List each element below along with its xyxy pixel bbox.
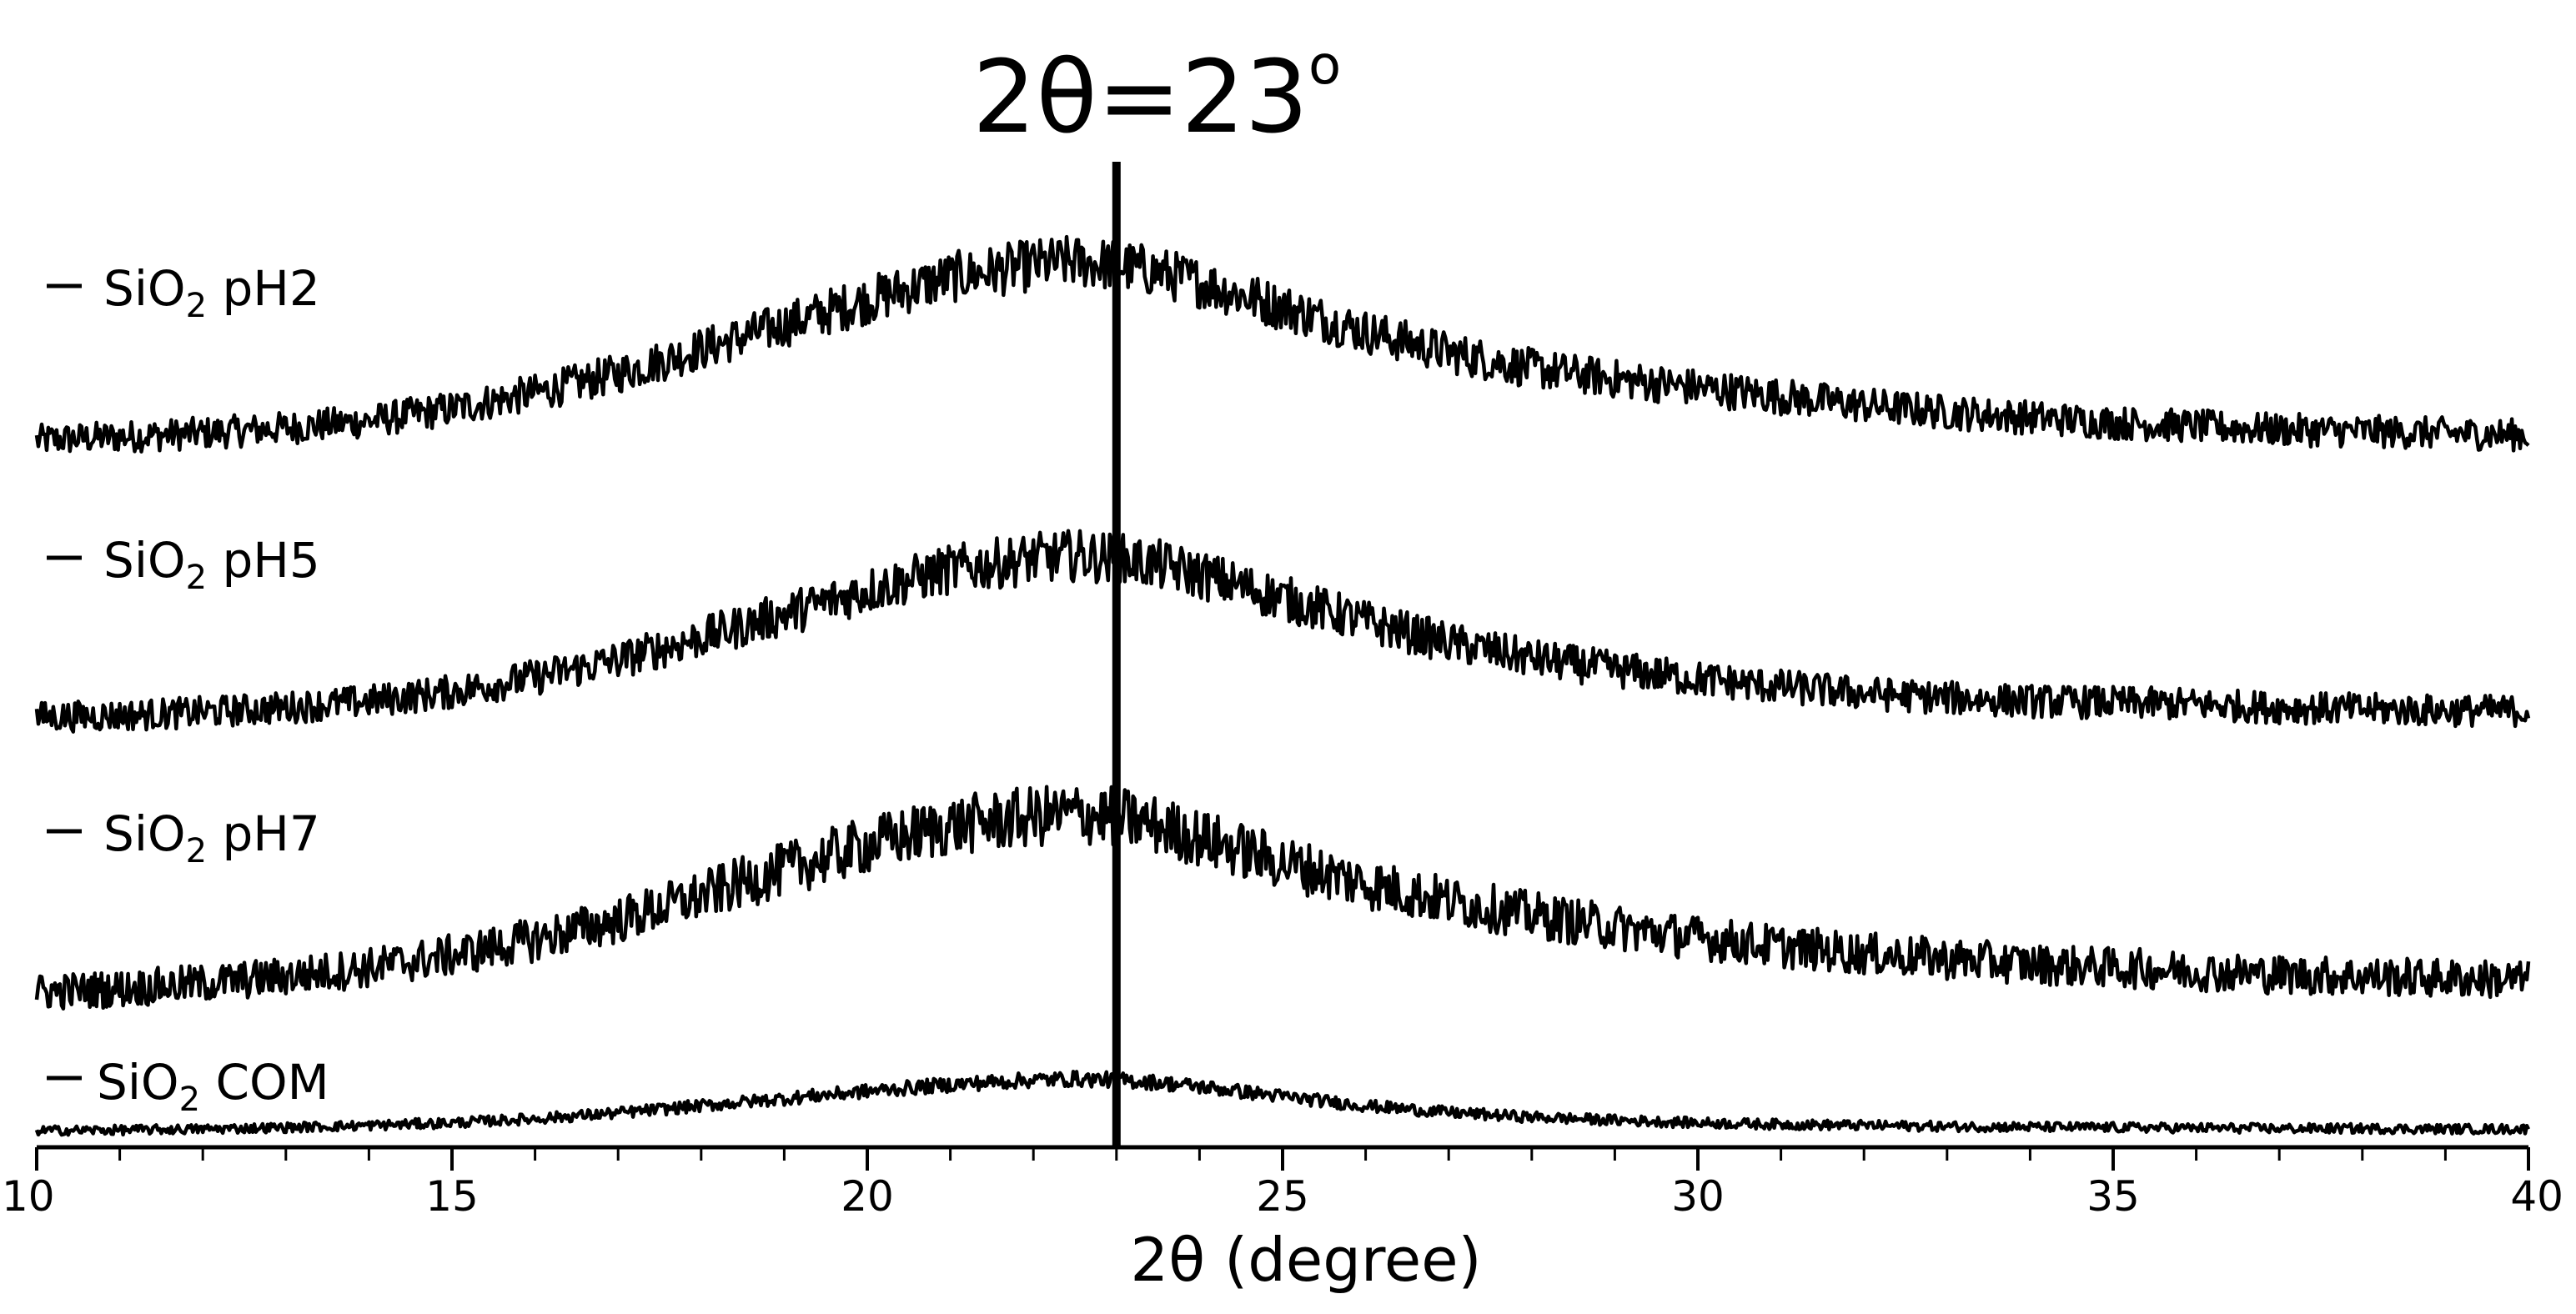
legend-label: SiO2 pH5 xyxy=(103,532,320,597)
x-tick-label: 20 xyxy=(841,1172,894,1221)
series-line-com xyxy=(34,1070,2531,1137)
x-tick-label: 40 xyxy=(2510,1172,2563,1221)
legend-entry-ph2: SiO2 pH2 xyxy=(47,260,320,325)
legend-label-subscript: 2 xyxy=(186,559,207,597)
legend-entry-ph5: SiO2 pH5 xyxy=(47,532,320,597)
legend-label-tail: COM xyxy=(200,1054,329,1111)
legend-label: SiO2 pH7 xyxy=(103,805,320,870)
x-axis-tick-labels: 10 15 20 25 30 35 40 xyxy=(2,1172,2563,1221)
x-tick-label: 15 xyxy=(425,1172,479,1221)
peak-annotation: 2θ=23o xyxy=(972,35,1341,156)
series-line-ph7 xyxy=(34,785,2531,1011)
x-tick-label: 30 xyxy=(1671,1172,1725,1221)
legend-label-subscript: 2 xyxy=(186,832,207,870)
legend-label: SiO2 pH2 xyxy=(103,260,320,325)
legend-entry-com: SiO2 COM xyxy=(47,1054,329,1119)
legend-label-subscript: 2 xyxy=(179,1081,200,1119)
x-axis: 10 15 20 25 30 35 40 2θ (degree) xyxy=(2,1145,2563,1295)
x-axis-ticks xyxy=(35,1147,2530,1171)
legend-label: SiO2 COM xyxy=(97,1054,329,1119)
legend-label-tail: pH2 xyxy=(207,260,320,317)
legend-label-main: SiO xyxy=(103,805,186,862)
series-line-ph5 xyxy=(34,529,2531,734)
legend-label-tail: pH5 xyxy=(207,532,320,589)
x-tick-label: 10 xyxy=(2,1172,55,1221)
x-tick-label: 35 xyxy=(2086,1172,2140,1221)
x-axis-title: 2θ (degree) xyxy=(1130,1225,1481,1295)
legend-label-tail: pH7 xyxy=(207,805,320,862)
legend-label-main: SiO xyxy=(97,1054,179,1111)
series-traces xyxy=(34,234,2531,1137)
x-tick-label: 25 xyxy=(1256,1172,1309,1221)
series-line-ph2 xyxy=(34,234,2530,454)
legend-label-subscript: 2 xyxy=(186,287,207,325)
annotation-label: 2θ=23o xyxy=(972,35,1341,156)
legend-entry-ph7: SiO2 pH7 xyxy=(47,805,320,870)
legend-label-main: SiO xyxy=(103,260,186,317)
legend-label-main: SiO xyxy=(103,532,186,589)
